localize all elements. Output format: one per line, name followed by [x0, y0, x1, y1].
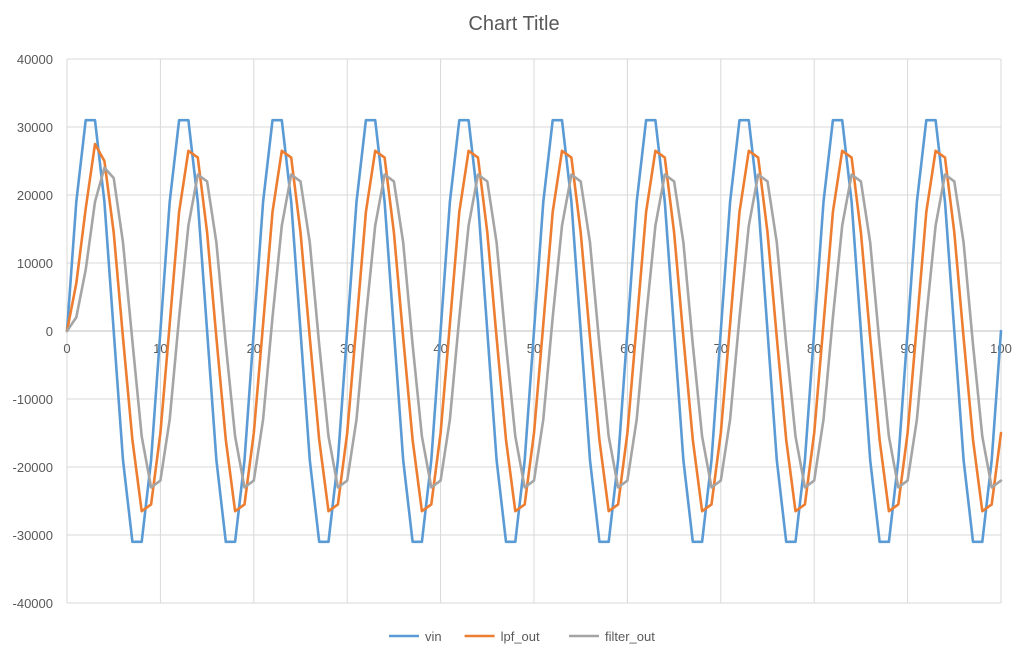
chart-title: Chart Title — [468, 13, 559, 35]
series-line-lpf-out — [65, 142, 1003, 513]
y-tick-label: 10000 — [17, 256, 53, 271]
y-tick-label: -10000 — [13, 392, 53, 407]
y-tick-label: 40000 — [17, 52, 53, 67]
y-tick-label: -20000 — [13, 460, 53, 475]
y-tick-label: -40000 — [13, 596, 53, 611]
legend-label-filter-out: filter_out — [605, 629, 655, 644]
legend-label-lpf-out: lpf_out — [501, 629, 540, 644]
x-tick-label: 0 — [63, 341, 70, 356]
series-line-filter-out — [65, 166, 1003, 489]
series-line-vin — [65, 118, 1003, 544]
legend: vin lpf_out filter_out — [389, 629, 655, 644]
y-tick-label: -30000 — [13, 528, 53, 543]
series-layer — [65, 118, 1003, 544]
grid-layer — [66, 58, 1002, 604]
y-tick-label: 30000 — [17, 120, 53, 135]
y-tick-label: 20000 — [17, 188, 53, 203]
y-tick-label: 0 — [46, 324, 53, 339]
legend-label-vin: vin — [425, 629, 442, 644]
